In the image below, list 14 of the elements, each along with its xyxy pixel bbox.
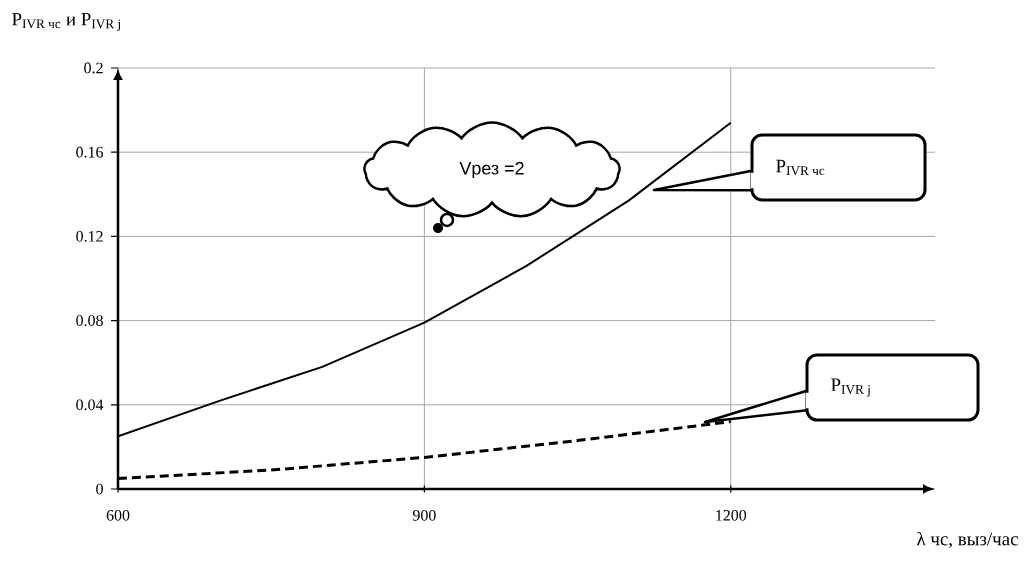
annotation: Vрез =2 (459, 161, 524, 179)
x-axis-title: λ чс, выз/час (916, 531, 1018, 549)
y-axis-title: $\mathrm{P}_{\text{IVR чс}}\text{ и }\mathrm{P}_{\text{IVR j}}$ (12, 12, 121, 32)
text: $\mathrm{P}_{\text{IVR чс}}$ (776, 159, 825, 176)
text: $\mathrm{P}_{\text{IVR j}}$ (831, 378, 870, 397)
y-tick-label: 0.12 (76, 230, 103, 242)
x-tick-label: 900 (412, 509, 436, 521)
y-tick-label: 0.04 (76, 399, 104, 411)
x-tick-label: 1200 (716, 509, 747, 521)
y-tick-label: 0.2 (84, 62, 103, 74)
x-tick-label: 600 (106, 509, 130, 521)
y-tick-label: 0 (96, 483, 103, 495)
y-tick-label: 0.08 (76, 315, 103, 326)
y-tick-label: 0.16 (76, 146, 104, 158)
